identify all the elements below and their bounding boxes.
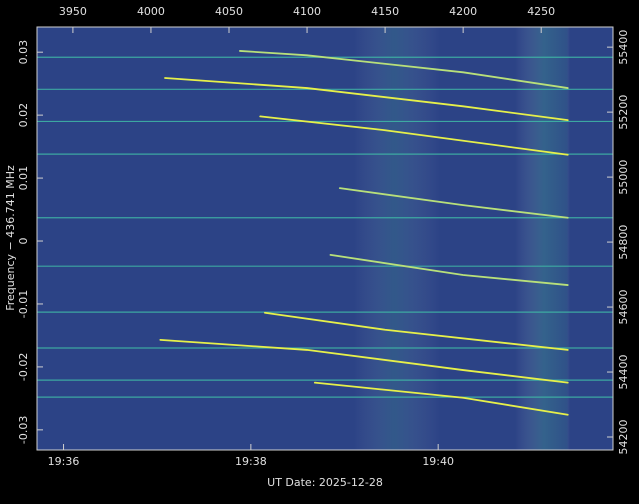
- y-tick-label: -0.03: [17, 416, 30, 444]
- plot-frame: [36, 26, 614, 451]
- x-bottom-tick-label: 19:38: [235, 455, 267, 468]
- x-top-tick-label: 4100: [293, 5, 321, 18]
- x-top-tick-label: 4000: [137, 5, 165, 18]
- x-axis-label: UT Date: 2025-12-28: [267, 476, 383, 489]
- satellite-trace: [159, 338, 569, 384]
- signal-bands: [37, 27, 613, 450]
- satellite-trace: [313, 381, 569, 416]
- y2-tick-label: 54600: [617, 290, 630, 325]
- y2-tick-label: 54800: [617, 225, 630, 260]
- y-tick-label: 0.02: [17, 103, 30, 128]
- x-top-tick-label: 4050: [215, 5, 243, 18]
- satellite-trace: [259, 115, 569, 156]
- y-tick-label: -0.01: [17, 290, 30, 318]
- satellite-trace: [164, 77, 569, 122]
- x-top-tick-label: 4150: [371, 5, 399, 18]
- satellite-trace: [329, 253, 569, 286]
- x-bottom-tick-label: 19:40: [422, 455, 454, 468]
- satellite-trace: [264, 311, 569, 351]
- x-top-tick-label: 4200: [449, 5, 477, 18]
- y-tick-label: 0.03: [17, 40, 30, 65]
- x-top-tick-label: 3950: [59, 5, 87, 18]
- y2-tick-label: 54200: [617, 420, 630, 455]
- y2-tick-label: 54400: [617, 355, 630, 390]
- y2-tick-label: 55000: [617, 160, 630, 195]
- y-tick-label: -0.02: [17, 353, 30, 381]
- y-axis-label: Frequency − 436.741 MHz: [4, 165, 17, 311]
- y-tick-label: 0: [17, 238, 30, 245]
- y2-tick-label: 55200: [617, 95, 630, 130]
- x-bottom-tick-label: 19:36: [48, 455, 80, 468]
- x-top-tick-label: 4250: [527, 5, 555, 18]
- y2-tick-label: 55400: [617, 30, 630, 65]
- satellite-trace: [239, 50, 569, 89]
- satellite-trace: [338, 187, 569, 219]
- y-tick-label: 0.01: [17, 166, 30, 191]
